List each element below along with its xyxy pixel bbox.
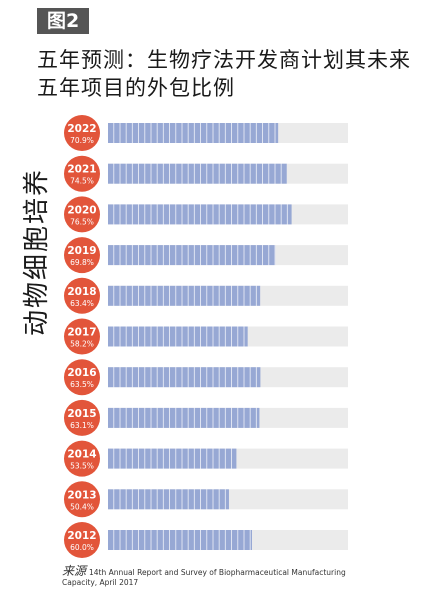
source-text: 14th Annual Report and Survey of Biophar… (62, 568, 346, 587)
data-label: 69.8% (70, 258, 94, 267)
data-label: 50.4% (70, 502, 94, 511)
category-label: 2020 (67, 204, 96, 216)
bar-2018 (108, 285, 261, 306)
data-label: 58.2% (70, 340, 94, 349)
bar-2016 (108, 367, 261, 388)
data-label: 63.4% (70, 299, 94, 308)
year-badge (64, 318, 100, 355)
category-label: 2017 (67, 327, 96, 339)
data-label: 63.5% (70, 380, 94, 389)
bar-2019 (108, 245, 276, 266)
bar-2020 (108, 204, 292, 225)
year-badge (64, 359, 100, 396)
category-label: 2013 (67, 489, 96, 501)
bar-2017 (108, 326, 248, 347)
bar-2022 (108, 123, 279, 143)
category-label: 2018 (67, 286, 96, 298)
category-label: 2014 (67, 449, 96, 461)
bar-2012 (108, 530, 252, 550)
data-label: 70.9% (70, 136, 94, 145)
source-note: 来源 14th Annual Report and Survey of Bioph… (62, 564, 362, 588)
source-label: 来源 (62, 564, 87, 578)
figure-label: 图2 (37, 8, 90, 34)
category-label: 2019 (67, 245, 96, 257)
year-badge (64, 481, 100, 518)
year-badge (64, 115, 100, 151)
category-label: 2012 (67, 530, 96, 542)
year-badge (64, 522, 100, 558)
category-label: 2016 (67, 367, 96, 379)
category-label: 2022 (67, 123, 96, 135)
bar-2013 (108, 489, 229, 510)
data-label: 53.5% (70, 462, 94, 471)
data-label: 74.5% (70, 177, 94, 186)
bar-2014 (108, 448, 237, 469)
year-badge (64, 237, 100, 274)
category-label: 2021 (67, 164, 96, 176)
year-badge (64, 196, 100, 233)
data-label: 60.0% (70, 543, 94, 552)
year-badge (64, 277, 100, 314)
year-badge (64, 440, 100, 477)
data-label: 76.5% (70, 217, 94, 226)
chart-title: 五年预测：生物疗法开发商计划其未来五年项目的外包比例 (37, 48, 411, 100)
bar-2015 (108, 407, 260, 428)
category-label: 2015 (67, 408, 96, 420)
year-badge (64, 399, 100, 436)
data-label: 63.1% (70, 421, 94, 430)
year-badge (64, 155, 100, 192)
bar-2021 (108, 163, 287, 184)
